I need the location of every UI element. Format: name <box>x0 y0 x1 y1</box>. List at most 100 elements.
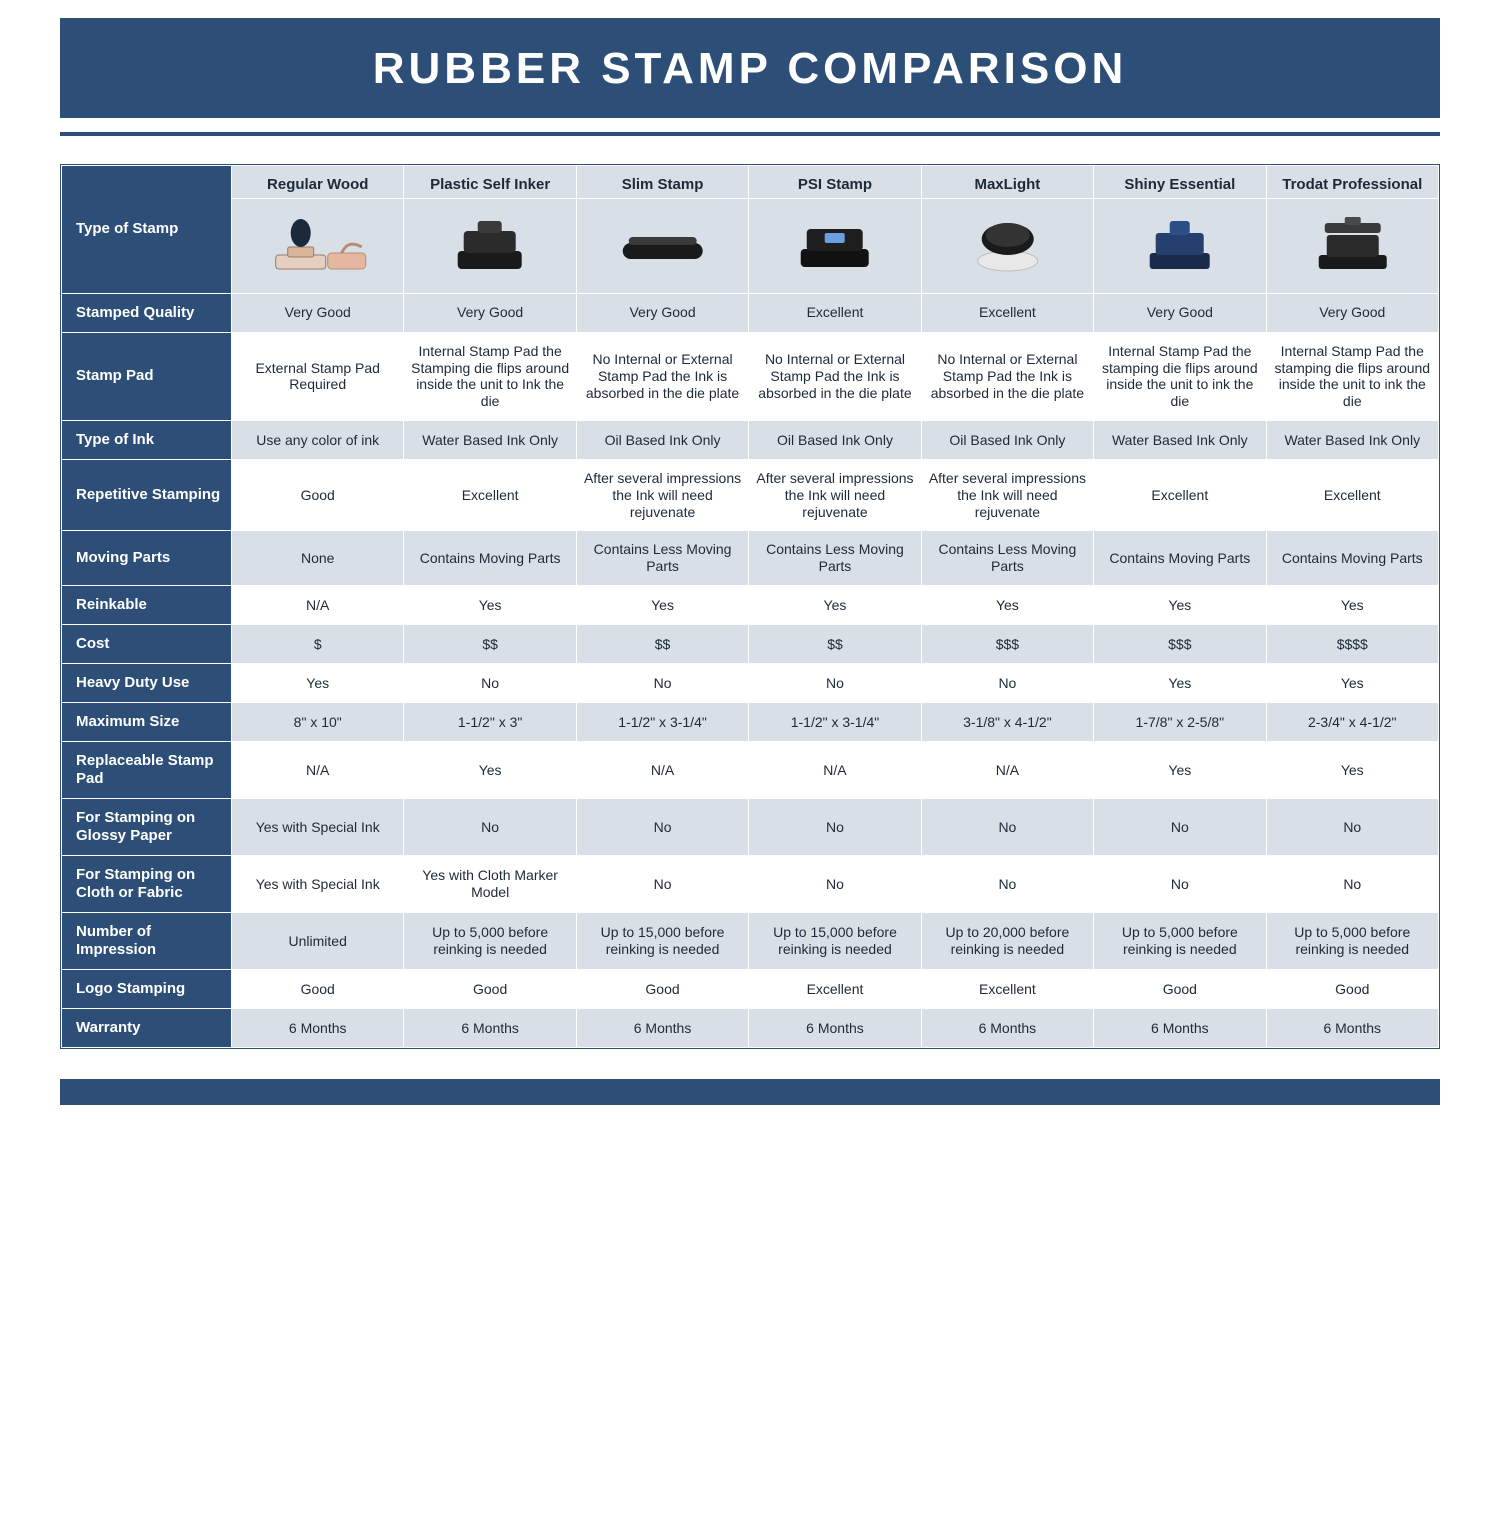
table-cell: Excellent <box>921 293 1093 332</box>
table-cell: $$ <box>749 624 921 663</box>
table-cell: 1-1/2" x 3-1/4" <box>749 702 921 741</box>
row-label: Reinkable <box>62 585 232 624</box>
footer-bar <box>60 1079 1440 1105</box>
comparison-table-container: Type of Stamp Regular Wood Plastic Self … <box>60 164 1440 1049</box>
table-row: Replaceable Stamp PadN/AYesN/AN/AN/AYesY… <box>62 741 1439 798</box>
stamp-image-plastic-self-inker <box>404 199 576 294</box>
table-cell: Up to 5,000 before reinking is needed <box>1094 912 1266 969</box>
column-header: Plastic Self Inker <box>404 166 576 199</box>
table-cell: Unlimited <box>232 912 404 969</box>
title-underline <box>60 132 1440 136</box>
table-cell: No <box>1266 798 1438 855</box>
table-cell: N/A <box>921 741 1093 798</box>
slim-stamp-icon <box>583 209 742 279</box>
table-cell: Yes <box>1266 663 1438 702</box>
table-cell: No <box>749 798 921 855</box>
table-cell: N/A <box>232 741 404 798</box>
table-cell: 6 Months <box>576 1008 748 1047</box>
row-label: Heavy Duty Use <box>62 663 232 702</box>
table-body: Stamped QualityVery GoodVery GoodVery Go… <box>62 293 1439 1047</box>
table-cell: Water Based Ink Only <box>1094 420 1266 459</box>
table-cell: N/A <box>749 741 921 798</box>
table-row: Warranty6 Months6 Months6 Months6 Months… <box>62 1008 1439 1047</box>
table-image-row <box>62 199 1439 294</box>
table-cell: Very Good <box>1266 293 1438 332</box>
table-cell: $$$ <box>1094 624 1266 663</box>
table-cell: 6 Months <box>232 1008 404 1047</box>
table-cell: No <box>921 855 1093 912</box>
table-cell: Yes <box>921 585 1093 624</box>
stamp-image-trodat-professional <box>1266 199 1438 294</box>
table-cell: No <box>404 663 576 702</box>
row-label: For Stamping on Glossy Paper <box>62 798 232 855</box>
table-cell: 1-1/2" x 3-1/4" <box>576 702 748 741</box>
table-cell: $ <box>232 624 404 663</box>
table-cell: No <box>749 663 921 702</box>
shiny-essential-stamp-icon <box>1100 209 1259 279</box>
table-row: Maximum Size8" x 10"1-1/2" x 3"1-1/2" x … <box>62 702 1439 741</box>
table-cell: After several impressions the Ink will n… <box>921 459 1093 530</box>
table-cell: Very Good <box>232 293 404 332</box>
row-label: Logo Stamping <box>62 969 232 1008</box>
table-cell: No <box>1094 855 1266 912</box>
table-cell: Yes <box>1266 741 1438 798</box>
column-header: Shiny Essential <box>1094 166 1266 199</box>
self-inker-stamp-icon <box>410 209 569 279</box>
table-row: Cost$$$$$$$$$$$$$$$$$ <box>62 624 1439 663</box>
row-label: For Stamping on Cloth or Fabric <box>62 855 232 912</box>
column-header: Trodat Professional <box>1266 166 1438 199</box>
table-row: Type of InkUse any color of inkWater Bas… <box>62 420 1439 459</box>
table-row: Moving PartsNoneContains Moving PartsCon… <box>62 531 1439 586</box>
table-cell: Yes <box>576 585 748 624</box>
row-label: Cost <box>62 624 232 663</box>
table-cell: None <box>232 531 404 586</box>
table-cell: Contains Moving Parts <box>1094 531 1266 586</box>
stamp-image-psi-stamp <box>749 199 921 294</box>
table-row: ReinkableN/AYesYesYesYesYesYes <box>62 585 1439 624</box>
table-cell: Water Based Ink Only <box>404 420 576 459</box>
table-cell: Yes <box>1094 585 1266 624</box>
table-cell: After several impressions the Ink will n… <box>749 459 921 530</box>
table-cell: Contains Less Moving Parts <box>576 531 748 586</box>
stamp-image-slim-stamp <box>576 199 748 294</box>
column-header: MaxLight <box>921 166 1093 199</box>
table-cell: Good <box>1094 969 1266 1008</box>
row-label: Warranty <box>62 1008 232 1047</box>
table-cell: No <box>921 663 1093 702</box>
table-cell: Internal Stamp Pad the Stamping die flip… <box>404 332 576 420</box>
row-label: Number of Impression <box>62 912 232 969</box>
table-cell: Very Good <box>404 293 576 332</box>
table-cell: No <box>576 855 748 912</box>
table-cell: Yes with Special Ink <box>232 798 404 855</box>
table-cell: Up to 20,000 before reinking is needed <box>921 912 1093 969</box>
table-cell: Good <box>576 969 748 1008</box>
table-cell: N/A <box>232 585 404 624</box>
table-cell: Oil Based Ink Only <box>921 420 1093 459</box>
column-header: Slim Stamp <box>576 166 748 199</box>
table-cell: 6 Months <box>921 1008 1093 1047</box>
table-cell: Excellent <box>749 969 921 1008</box>
table-cell: $$ <box>576 624 748 663</box>
table-row: For Stamping on Glossy PaperYes with Spe… <box>62 798 1439 855</box>
table-cell: No Internal or External Stamp Pad the In… <box>576 332 748 420</box>
table-cell: $$ <box>404 624 576 663</box>
comparison-page: RUBBER STAMP COMPARISON Type of Stamp Re… <box>0 18 1500 1105</box>
table-cell: Yes <box>1094 663 1266 702</box>
table-cell: Contains Moving Parts <box>1266 531 1438 586</box>
table-header-row: Type of Stamp Regular Wood Plastic Self … <box>62 166 1439 199</box>
table-cell: Yes <box>232 663 404 702</box>
table-cell: Use any color of ink <box>232 420 404 459</box>
table-row: For Stamping on Cloth or FabricYes with … <box>62 855 1439 912</box>
maxlight-stamp-icon <box>928 209 1087 279</box>
table-cell: 6 Months <box>404 1008 576 1047</box>
table-cell: Very Good <box>1094 293 1266 332</box>
table-cell: No Internal or External Stamp Pad the In… <box>749 332 921 420</box>
table-cell: No <box>921 798 1093 855</box>
row-label: Replaceable Stamp Pad <box>62 741 232 798</box>
table-cell: Up to 15,000 before reinking is needed <box>576 912 748 969</box>
table-cell: Good <box>404 969 576 1008</box>
table-cell: Internal Stamp Pad the stamping die flip… <box>1266 332 1438 420</box>
table-cell: No <box>576 798 748 855</box>
table-cell: Up to 5,000 before reinking is needed <box>1266 912 1438 969</box>
table-cell: Yes <box>749 585 921 624</box>
